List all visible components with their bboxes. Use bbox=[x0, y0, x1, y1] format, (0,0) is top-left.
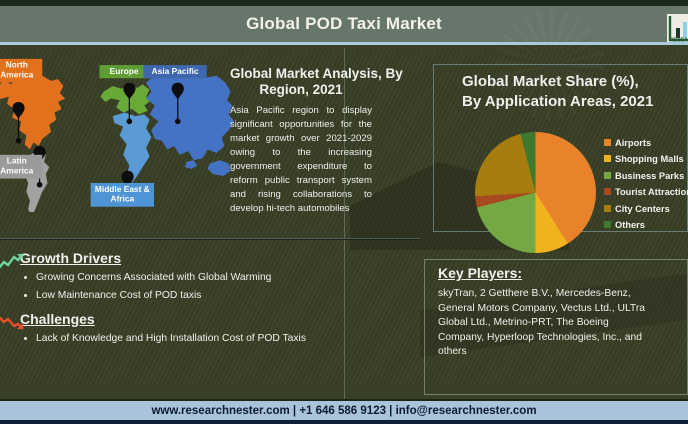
svg-text:RESEARCH: RESEARCH bbox=[670, 38, 688, 43]
